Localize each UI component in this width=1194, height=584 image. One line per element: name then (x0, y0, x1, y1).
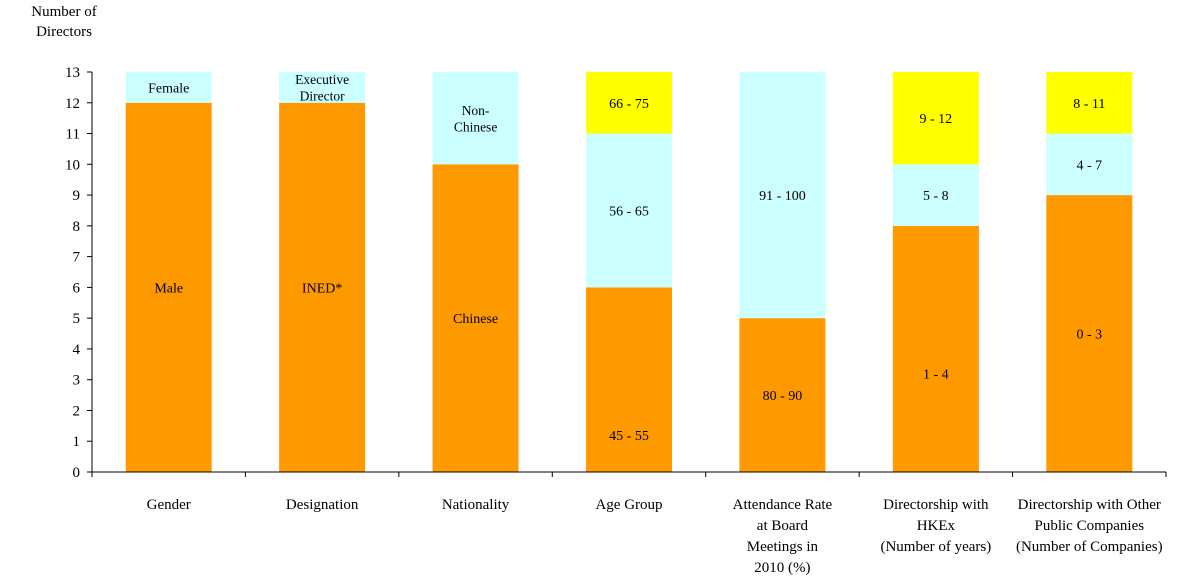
bar-segment (279, 72, 366, 103)
bar-group: Male Female (125, 72, 212, 473)
y-axis-title-line: Directors (36, 24, 92, 40)
bar-segment (586, 133, 672, 288)
y-axis-title: Number of Directors (31, 4, 96, 40)
y-tick-label: 0 (73, 465, 81, 481)
bar-group: 0 - 3 4 - 7 8 - 11 (1046, 72, 1133, 473)
bar-segment (892, 72, 979, 165)
x-category-label: Nationality (442, 497, 510, 513)
segment-label: Male (154, 281, 183, 296)
bar-segment (125, 72, 212, 103)
segment-label: Non-Chinese (454, 103, 498, 134)
segment-label: 8 - 11 (1073, 97, 1105, 112)
segment-label: 4 - 7 (1076, 158, 1102, 173)
segment-label: 0 - 3 (1076, 328, 1102, 343)
bar-group: 45 - 55 56 - 65 66 - 75 (586, 72, 672, 472)
bar-segment (279, 102, 366, 473)
bar-segment (432, 72, 519, 165)
x-category-label: Attendance Rate at Board Meetings in 2010 (… (733, 497, 833, 576)
segment-label: 66 - 75 (609, 97, 649, 112)
segment-label: INED* (302, 281, 342, 296)
y-tick-label: 13 (65, 65, 80, 81)
segment-label: 5 - 8 (923, 189, 949, 204)
x-category-label: Age Group (595, 497, 662, 513)
y-tick-label: 11 (66, 127, 80, 143)
y-tick-label: 5 (73, 311, 81, 327)
bar-segment (1046, 195, 1133, 473)
bar-group: 80 - 90 91 - 100 (739, 72, 826, 472)
x-category-label: Directorship with HKEx (Number of years) (880, 497, 991, 555)
y-tick-label: 9 (73, 188, 81, 204)
y-tick-label: 12 (65, 96, 80, 112)
y-tick-label: 10 (65, 157, 80, 173)
y-tick-label: 8 (73, 219, 81, 235)
bar-group: Chinese Non-Chinese (432, 72, 519, 473)
bar-segment (1046, 133, 1133, 196)
y-tick-label: 7 (73, 250, 81, 266)
segment-label: 9 - 12 (920, 112, 953, 127)
bar-segment (892, 225, 979, 472)
bar-group: 1 - 4 5 - 8 9 - 12 (892, 72, 979, 472)
x-axis: Gender Designation Nationality Age Group Att… (91, 471, 1167, 576)
segment-label: 56 - 65 (609, 204, 649, 219)
bar-segment (892, 164, 979, 226)
bar-segment (1046, 72, 1133, 134)
y-tick-label: 1 (73, 434, 81, 450)
segment-label: Female (148, 81, 189, 96)
x-category-label: Directorship with Other Public Companies(… (1016, 497, 1163, 555)
bar-segment (739, 72, 826, 319)
segment-label: Executive Director (295, 72, 349, 104)
bar-group: INED* Executive Director (279, 72, 366, 473)
y-tick-label: 2 (73, 403, 81, 419)
x-category-label: Designation (286, 497, 359, 513)
bar-segment (125, 102, 212, 473)
bar-segment (739, 318, 826, 472)
bar-segment (586, 287, 672, 472)
bars-layer: Male Female INED* Executive Director Chinese N… (125, 72, 1133, 473)
segment-label: 45 - 55 (609, 429, 649, 444)
bar-segment (432, 164, 519, 473)
y-tick-label: 3 (73, 373, 81, 389)
segment-label: 80 - 90 (763, 389, 803, 404)
bar-segment (586, 72, 672, 134)
y-tick-label: 4 (73, 342, 81, 358)
y-tick-label: 6 (73, 280, 81, 296)
segment-label: Chinese (453, 312, 498, 327)
x-category-label: Gender (147, 497, 191, 513)
segment-label: 1 - 4 (923, 368, 949, 383)
y-axis-title-line: Number of (31, 4, 96, 20)
segment-label: 91 - 100 (759, 189, 806, 204)
